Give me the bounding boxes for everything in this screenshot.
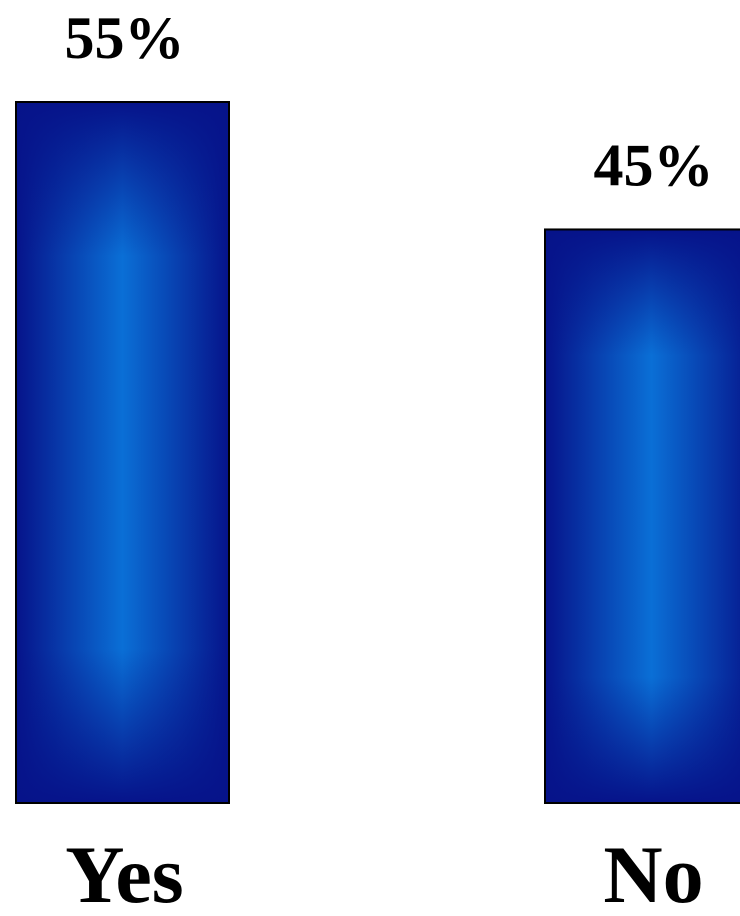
bar-no	[544, 228, 740, 805]
labels-layer: 55% Yes 45% No	[65, 5, 714, 916]
bar-outline	[544, 228, 740, 805]
category-label-yes: Yes	[65, 829, 183, 911]
bars-layer	[15, 101, 740, 805]
bar-yes	[15, 101, 230, 804]
value-label-no: 45%	[594, 132, 714, 198]
value-label-yes: 55%	[65, 5, 185, 71]
bar-outline	[15, 101, 230, 804]
bar-shade	[16, 102, 229, 803]
bar-shade	[545, 229, 740, 804]
category-label-no: No	[603, 829, 703, 911]
